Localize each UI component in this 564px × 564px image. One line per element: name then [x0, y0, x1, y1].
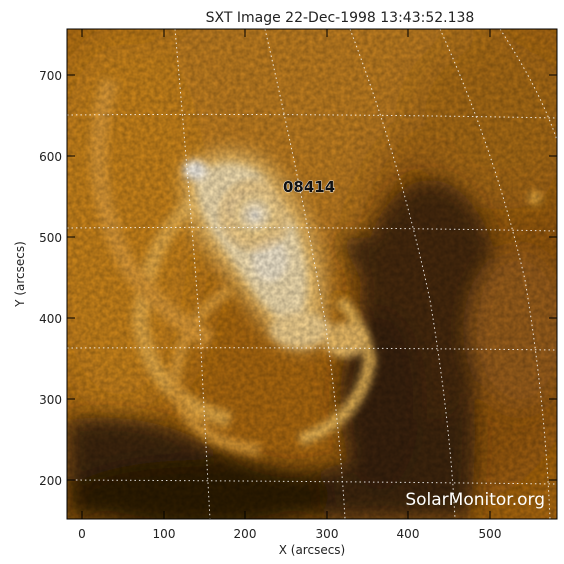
y-axis-label: Y (arcsecs) [13, 241, 27, 308]
y-tick-label: 400 [39, 312, 62, 326]
x-axis-label: X (arcsecs) [279, 543, 346, 557]
x-axis: 0 100 200 300 400 500 X (arcsecs) [78, 29, 501, 557]
solar-xray-image: 08414 SolarMonitor.org [67, 29, 557, 519]
x-tick-label: 200 [234, 527, 257, 541]
x-tick-label: 100 [153, 527, 176, 541]
x-tick-label: 300 [316, 527, 339, 541]
y-tick-label: 500 [39, 231, 62, 245]
x-tick-label: 400 [397, 527, 420, 541]
heliographic-grid [67, 29, 557, 519]
watermark: SolarMonitor.org [405, 490, 545, 510]
y-tick-label: 300 [39, 393, 62, 407]
x-tick-label: 500 [479, 527, 502, 541]
active-region-label: 08414 [283, 178, 335, 196]
x-tick-label: 0 [78, 527, 86, 541]
y-tick-label: 200 [39, 474, 62, 488]
y-tick-label: 600 [39, 150, 62, 164]
y-axis: 700 600 500 400 300 200 Y (arcsecs) [13, 69, 557, 488]
image-title: SXT Image 22-Dec-1998 13:43:52.138 [206, 10, 475, 26]
plot-frame [66, 28, 558, 520]
y-tick-label: 700 [39, 69, 62, 83]
